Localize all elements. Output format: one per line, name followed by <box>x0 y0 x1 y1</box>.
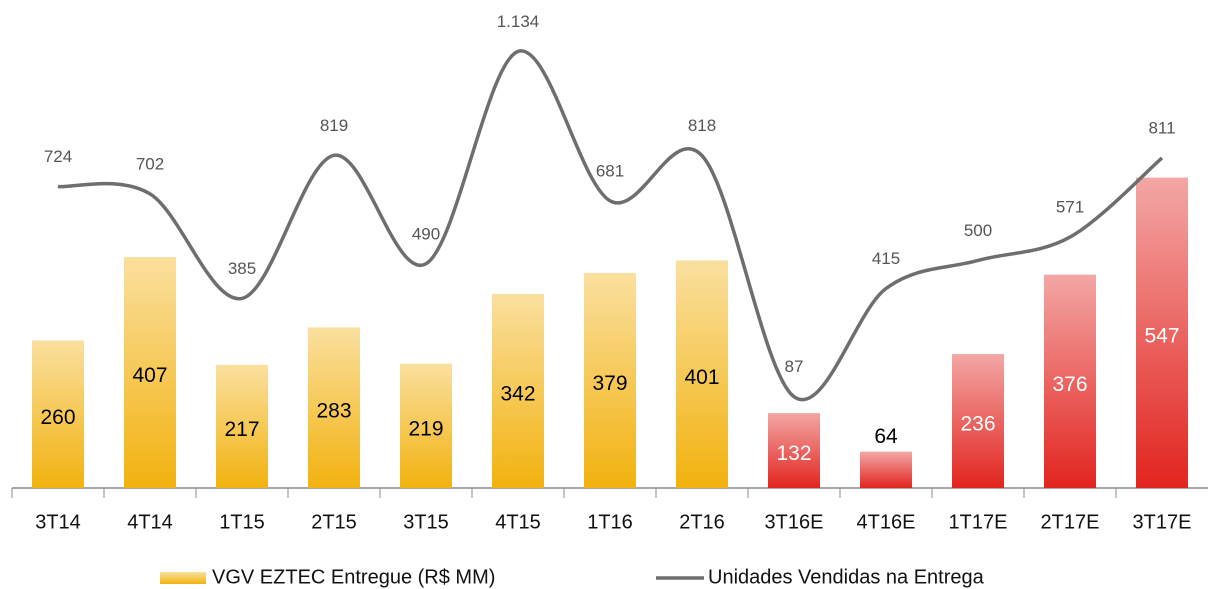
line-value-label: 415 <box>872 249 900 268</box>
x-tick-label: 2T17E <box>1041 511 1100 533</box>
line-value-label: 724 <box>44 147 72 166</box>
bar <box>124 257 176 488</box>
bar-value-label: 283 <box>316 399 351 422</box>
line-value-label: 702 <box>136 154 164 173</box>
bar-value-label: 401 <box>684 366 719 389</box>
bar-value-label: 64 <box>874 425 898 448</box>
bar <box>860 451 912 488</box>
bar-value-label: 547 <box>1144 324 1179 347</box>
line <box>57 49 1164 402</box>
x-tick-label: 4T16E <box>857 511 916 533</box>
x-tick-label: 1T16 <box>587 511 633 533</box>
bar-value-label: 219 <box>408 417 443 440</box>
line-value-label: 87 <box>785 357 804 376</box>
bar <box>492 293 544 488</box>
bar-value-label: 132 <box>776 442 811 465</box>
x-tick-label: 4T15 <box>495 511 541 533</box>
legend-label: Unidades Vendidas na Entrega <box>708 566 985 588</box>
bar-value-label: 217 <box>224 418 259 441</box>
line-value-label: 571 <box>1056 198 1084 217</box>
bar <box>1044 274 1096 488</box>
x-tick-label: 3T15 <box>403 511 449 533</box>
bar-value-label: 260 <box>40 406 75 429</box>
line-value-label: 1.134 <box>497 12 540 31</box>
x-tick-label: 3T16E <box>765 511 824 533</box>
bar-value-label: 407 <box>132 364 167 387</box>
bar-value-label: 236 <box>960 413 995 436</box>
line-value-label: 818 <box>688 116 716 135</box>
line-value-label: 385 <box>228 259 256 278</box>
bar-value-label: 376 <box>1052 373 1087 396</box>
bar-value-label: 342 <box>500 383 535 406</box>
legend-swatch <box>160 572 206 584</box>
bar <box>676 260 728 488</box>
bar-value-label: 379 <box>592 372 627 395</box>
legend-label: VGV EZTEC Entregue (R$ MM) <box>212 566 495 588</box>
bar <box>400 363 452 488</box>
line-value-label: 490 <box>412 224 440 243</box>
x-tick-label: 3T14 <box>35 511 81 533</box>
line-value-label: 819 <box>320 116 348 135</box>
x-tick-label: 2T15 <box>311 511 357 533</box>
x-tick-label: 4T14 <box>127 511 173 533</box>
x-tick-label: 3T17E <box>1133 511 1192 533</box>
bar <box>768 413 820 488</box>
bar <box>216 364 268 488</box>
bar <box>952 354 1004 488</box>
bar <box>1136 177 1188 488</box>
bar <box>308 327 360 488</box>
bar <box>32 340 84 488</box>
x-tick-label: 1T15 <box>219 511 265 533</box>
line-value-label: 500 <box>964 221 992 240</box>
line-value-label: 681 <box>596 161 624 180</box>
x-tick-label: 1T17E <box>949 511 1008 533</box>
line-value-label: 811 <box>1148 118 1175 137</box>
x-tick-label: 2T16 <box>679 511 725 533</box>
bar <box>584 272 636 488</box>
